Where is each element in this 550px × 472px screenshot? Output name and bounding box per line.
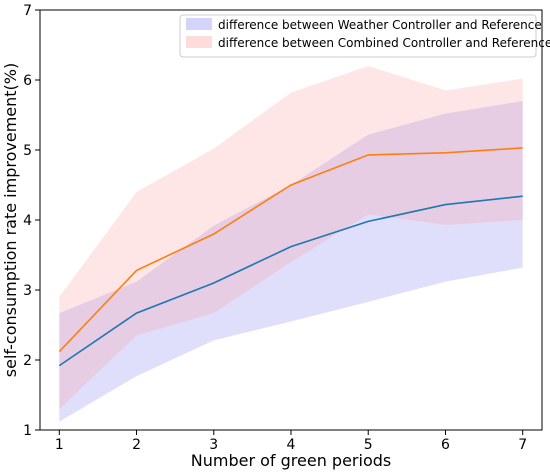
legend-box (179, 14, 537, 58)
x-tick-label: 7 (518, 437, 527, 453)
series-lines (58, 147, 523, 367)
band-series-2 (59, 66, 523, 409)
x-tick-label: 2 (132, 437, 141, 453)
y-axis: 1 2 3 4 5 6 7 (23, 3, 40, 439)
x-tick-label: 4 (287, 437, 296, 453)
band-series-1 (59, 101, 523, 422)
line-series-2 (58, 147, 523, 353)
confidence-bands (59, 66, 523, 422)
y-tick-label: 4 (23, 213, 32, 229)
legend: difference between Weather Controller an… (179, 14, 550, 58)
y-tick-label: 7 (23, 3, 32, 19)
y-tick-label: 1 (23, 423, 32, 439)
x-tick-label: 6 (441, 437, 450, 453)
y-tick-label: 5 (23, 143, 32, 159)
y-tick-label: 6 (23, 73, 32, 89)
legend-swatch-2 (186, 36, 212, 48)
x-tick-label: 3 (209, 437, 218, 453)
y-tick-label: 3 (23, 283, 32, 299)
x-tick-label: 1 (55, 437, 64, 453)
x-tick-label: 5 (364, 437, 373, 453)
y-tick-label: 2 (23, 353, 32, 369)
y-axis-label: self-consumption rate improvement(%) (1, 63, 20, 377)
x-axis: 1 2 3 4 5 6 7 (55, 430, 527, 453)
legend-entry-1: difference between Weather Controller an… (218, 18, 542, 32)
legend-entry-2: difference between Combined Controller a… (218, 36, 550, 50)
x-axis-label: Number of green periods (191, 451, 391, 470)
legend-swatch-1 (186, 18, 212, 30)
line-series-1 (58, 195, 523, 367)
